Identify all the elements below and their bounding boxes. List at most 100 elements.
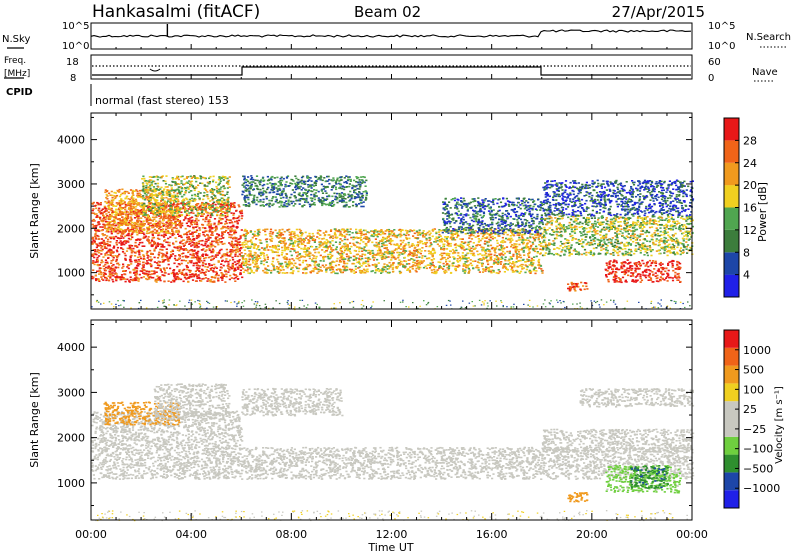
echo-cell	[366, 270, 369, 273]
echo-cell	[163, 236, 166, 238]
echo-cell	[176, 275, 179, 278]
echo-cell	[119, 214, 122, 216]
echo-cell	[467, 241, 470, 244]
echo-cell	[109, 220, 112, 223]
echo-cell	[91, 212, 94, 214]
echo-cell	[133, 202, 136, 204]
echo-cell	[198, 259, 201, 261]
echo-cell	[233, 274, 236, 276]
echo-cell	[155, 244, 158, 246]
echo-cell	[213, 226, 216, 229]
echo-cell	[168, 195, 171, 197]
echo-cell	[230, 249, 234, 251]
echo-cell	[533, 238, 537, 241]
echo-cell	[148, 241, 151, 244]
echo-cell	[208, 177, 211, 180]
echo-cell	[343, 231, 346, 234]
echo-cell	[103, 272, 107, 275]
echo-cell	[113, 221, 116, 224]
echo-cell	[164, 215, 167, 217]
echo-cell	[188, 185, 192, 188]
echo-cell	[143, 258, 146, 261]
echo-cell	[223, 214, 226, 217]
echo-cell	[189, 175, 192, 178]
echo-cell	[144, 180, 148, 182]
echo-cell	[415, 254, 418, 256]
echo-cell	[199, 206, 202, 209]
echo-cell	[108, 236, 111, 239]
echo-cell	[159, 226, 162, 228]
echo-cell	[113, 270, 116, 273]
echo-cell	[232, 249, 235, 252]
echo-cell	[122, 220, 125, 222]
echo-cell	[135, 275, 138, 277]
echo-cell	[182, 252, 185, 255]
echo-cell	[174, 178, 177, 180]
echo-cell	[116, 256, 119, 259]
echo-cell	[473, 254, 476, 257]
echo-cell	[154, 267, 157, 269]
echo-cell	[516, 270, 519, 273]
echo-cell	[180, 211, 183, 214]
echo-cell	[180, 202, 183, 204]
cpid-text: normal (fast stereo) 153	[95, 94, 229, 107]
echo-cell	[156, 196, 159, 198]
echo-cell	[308, 257, 311, 260]
echo-cell	[163, 269, 166, 272]
echo-cell	[142, 215, 145, 217]
echo-cell	[204, 254, 208, 257]
echo-cell	[107, 254, 110, 256]
echo-cell	[443, 240, 447, 242]
echo-cell	[102, 218, 105, 220]
echo-cell	[162, 260, 165, 263]
echo-cell	[210, 230, 214, 233]
echo-cell	[333, 261, 336, 263]
echo-cell	[323, 266, 326, 268]
echo-cell	[433, 266, 436, 269]
echo-cell	[139, 257, 143, 260]
echo-cell	[518, 272, 521, 274]
echo-cell	[129, 205, 132, 207]
echo-cell	[164, 255, 167, 258]
echo-cell	[148, 203, 152, 205]
echo-cell	[153, 180, 156, 183]
echo-cell	[201, 271, 204, 274]
echo-cell	[200, 249, 203, 251]
nsky-trace	[90, 24, 693, 79]
echo-cell	[98, 242, 101, 244]
echo-cell	[355, 236, 358, 239]
echo-cell	[122, 243, 125, 246]
echo-cell	[172, 196, 175, 199]
echo-cell	[114, 276, 117, 278]
echo-cell	[536, 234, 539, 236]
echo-cell	[510, 245, 513, 248]
echo-cell	[520, 263, 523, 266]
echo-cell	[195, 237, 198, 240]
echo-cell	[492, 263, 495, 265]
echo-cell	[226, 208, 229, 210]
echo-cell	[329, 256, 332, 258]
echo-cell	[442, 262, 445, 265]
echo-cell	[296, 251, 299, 253]
echo-cell	[196, 243, 199, 245]
echo-cell	[141, 225, 144, 227]
echo-cell	[133, 271, 136, 274]
echo-cell	[306, 235, 309, 237]
echo-cell	[137, 194, 141, 197]
echo-cell	[189, 253, 192, 256]
echo-cell	[105, 196, 108, 199]
echo-cell	[163, 254, 166, 256]
echo-cell	[198, 197, 201, 199]
echo-cell	[110, 207, 113, 210]
echo-cell	[103, 217, 106, 219]
echo-cell	[519, 270, 523, 273]
echo-cell	[513, 264, 516, 266]
echo-cell	[491, 235, 494, 238]
echo-cell	[237, 278, 240, 280]
echo-cell	[142, 183, 145, 185]
echo-cell	[470, 238, 474, 240]
echo-cell	[162, 274, 166, 277]
echo-cell	[309, 245, 312, 248]
echo-cell	[93, 241, 96, 244]
echo-cell	[228, 176, 231, 178]
